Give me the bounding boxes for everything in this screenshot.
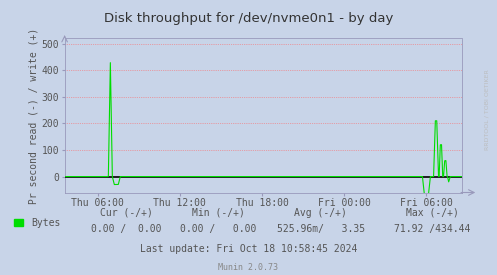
Text: 0.00 /   0.00: 0.00 / 0.00 bbox=[180, 224, 257, 234]
Y-axis label: Pr second read (-) / write (+): Pr second read (-) / write (+) bbox=[29, 28, 39, 204]
Text: Min (-/+): Min (-/+) bbox=[192, 208, 245, 218]
Text: Avg (-/+): Avg (-/+) bbox=[294, 208, 347, 218]
Text: 525.96m/   3.35: 525.96m/ 3.35 bbox=[276, 224, 365, 234]
Text: 71.92 /434.44: 71.92 /434.44 bbox=[394, 224, 471, 234]
Text: Max (-/+): Max (-/+) bbox=[406, 208, 459, 218]
Text: Disk throughput for /dev/nvme0n1 - by day: Disk throughput for /dev/nvme0n1 - by da… bbox=[104, 12, 393, 25]
Text: Cur (-/+): Cur (-/+) bbox=[100, 208, 153, 218]
Legend: Bytes: Bytes bbox=[10, 214, 65, 232]
Text: RRDTOOL / TOBI OETIKER: RRDTOOL / TOBI OETIKER bbox=[485, 70, 490, 150]
Text: Munin 2.0.73: Munin 2.0.73 bbox=[219, 263, 278, 271]
Text: 0.00 /  0.00: 0.00 / 0.00 bbox=[91, 224, 162, 234]
Text: Last update: Fri Oct 18 10:58:45 2024: Last update: Fri Oct 18 10:58:45 2024 bbox=[140, 244, 357, 254]
